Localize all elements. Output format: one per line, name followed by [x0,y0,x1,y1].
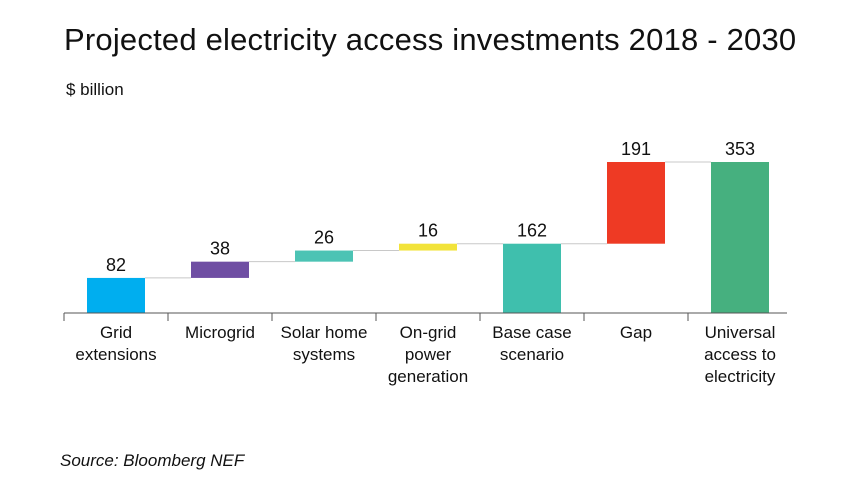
source-note: Source: Bloomberg NEF [60,451,245,470]
category-label: Grid [100,323,132,342]
data-label: 82 [106,255,126,275]
category-label: power [405,345,452,364]
bar [399,243,457,251]
data-label: 191 [621,139,651,159]
category-label: generation [388,367,468,386]
bar [295,250,353,262]
category-label: Base case [492,323,571,342]
data-label: 26 [314,228,334,248]
data-label: 16 [418,221,438,241]
category-label: Gap [620,323,652,342]
chart-title: Projected electricity access investments… [64,22,797,57]
category-label: Universal [705,323,776,342]
category-label: extensions [75,345,156,364]
bar [711,162,769,313]
bar [503,243,561,313]
data-label: 38 [210,239,230,259]
data-label: 353 [725,139,755,159]
category-label: scenario [500,345,564,364]
bar [87,277,145,313]
category-label: Microgrid [185,323,255,342]
category-label: On-grid [400,323,457,342]
category-label: access to [704,345,776,364]
bar [607,162,665,244]
category-label: electricity [705,367,776,386]
category-label: systems [293,345,355,364]
category-label: Solar home [281,323,368,342]
data-label: 162 [517,221,547,241]
y-axis-unit-label: $ billion [66,80,124,99]
bar [191,261,249,278]
